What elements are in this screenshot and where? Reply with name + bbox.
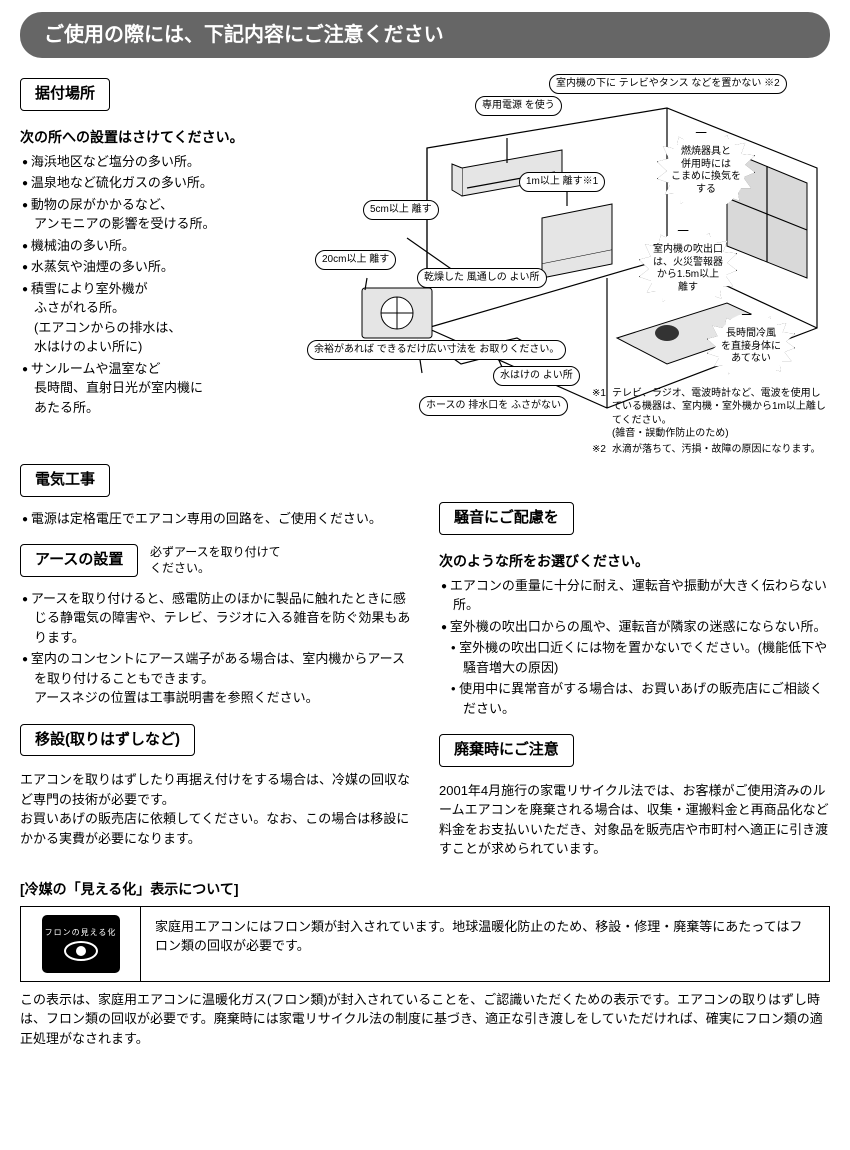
noise-list: エアコンの重量に十分に耐え、運転音や振動が大きく伝わらない所。 室外機の吹出口か… [439,576,830,637]
left-column: 電気工事 電源は定格電圧でエアコン専用の回路を、ご使用ください。 アースの設置 … [20,464,411,863]
list-item: 海浜地区など塩分の多い所。 [22,152,295,172]
freon-box: フロンの見える化 家庭用エアコンにはフロン類が封入されています。地球温暖化防止の… [20,906,830,982]
freon-icon-cell: フロンの見える化 [21,907,141,981]
earth-side-note: 必ずアースを取り付けて ください。 [150,545,281,576]
page-banner: ご使用の際には、下記内容にご注意ください [20,12,830,58]
list-item: 電源は定格電圧でエアコン専用の回路を、ご使用ください。 [22,509,411,529]
elec-list: 電源は定格電圧でエアコン専用の回路を、ご使用ください。 [20,509,411,529]
room-illustration: 専用電源 を使う 室内機の下に テレビやタンス などを置かない ※2 5cm以上… [307,78,830,458]
lower-columns: 電気工事 電源は定格電圧でエアコン専用の回路を、ご使用ください。 アースの設置 … [20,464,830,863]
callout-5cm: 5cm以上 離す [363,200,439,220]
callout-dry: 乾燥した 風通しの よい所 [417,268,547,288]
callout-power: 専用電源 を使う [475,96,562,116]
earth-heading: アースの設置 [20,544,138,577]
illustration-legend: ※1テレビ、ラジオ、電波時計など、電波を使用している機器は、室内機・室外機から1… [590,385,830,459]
right-column: 騒音にご配慮を 次のような所をお選びください。 エアコンの重量に十分に耐え、運転… [439,464,830,863]
freon-icon-label: フロンの見える化 [45,927,117,939]
list-item: 動物の尿がかかるなど、 アンモニアの影響を受ける所。 [22,195,295,234]
top-section: 据付場所 次の所への設置はさけてください。 海浜地区など塩分の多い所。 温泉地な… [20,78,830,458]
install-section: 据付場所 次の所への設置はさけてください。 海浜地区など塩分の多い所。 温泉地な… [20,78,295,458]
freon-below: この表示は、家庭用エアコンに温暖化ガス(フロン類)が封入されていることを、ご認識… [20,990,830,1049]
list-item: 室内のコンセントにアース端子がある場合は、室内機からアースを取り付けることもでき… [22,649,411,708]
freon-visibility-icon: フロンの見える化 [42,915,120,973]
noise-lead: 次のような所をお選びください。 [439,551,830,572]
callout-under-unit: 室内機の下に テレビやタンス などを置かない ※2 [549,74,787,94]
list-item: 室外機の吹出口からの風や、運転音が隣家の迷惑にならない所。 [441,617,830,637]
list-item: 水蒸気や油煙の多い所。 [22,257,295,277]
elec-heading: 電気工事 [20,464,110,497]
list-item: サンルームや温室など 長時間、直射日光が室内機に あたる所。 [22,359,295,418]
noise-heading: 騒音にご配慮を [439,502,574,535]
freon-box-text: 家庭用エアコンにはフロン類が封入されています。地球温暖化防止のため、移設・修理・… [141,907,829,981]
relocate-body: エアコンを取りはずしたり再据え付けをする場合は、冷媒の回収など専門の技術が必要で… [20,770,411,848]
list-item: アースを取り付けると、感電防止のほかに製品に触れたときに感じる静電気の障害や、テ… [22,589,411,648]
callout-drain: 水はけの よい所 [493,366,580,386]
install-lead: 次の所への設置はさけてください。 [20,127,295,148]
list-item: エアコンの重量に十分に耐え、運転音や振動が大きく伝わらない所。 [441,576,830,615]
relocate-heading: 移設(取りはずしなど) [20,724,195,757]
freon-heading: [冷媒の「見える化」表示について] [20,879,830,900]
burst-ventilate: 燃焼器具と 併用時には こまめに換気を する [657,132,755,210]
list-item: 室外機の吹出口近くには物を置かないでください。(機能低下や騒音増大の原因) [451,638,830,677]
list-item: 使用中に異常音がする場合は、お買いあげの販売店にご相談ください。 [451,679,830,718]
burst-cold-air: 長時間冷風 を直接身体に あてない [707,314,795,380]
noise-sublist: 室外機の吹出口近くには物を置かないでください。(機能低下や騒音増大の原因) 使用… [439,638,830,718]
disposal-heading: 廃棄時にご注意 [439,734,574,767]
list-item: 温泉地など硫化ガスの多い所。 [22,173,295,193]
callout-1m: 1m以上 離す※1 [519,172,605,192]
disposal-body: 2001年4月施行の家電リサイクル法では、お客様がご使用済みのルームエアコンを廃… [439,781,830,859]
install-list: 海浜地区など塩分の多い所。 温泉地など硫化ガスの多い所。 動物の尿がかかるなど、… [20,152,295,418]
install-heading: 据付場所 [20,78,110,111]
callout-space: 余裕があれば できるだけ広い寸法を お取りください。 [307,340,566,360]
list-item: 積雪により室外機が ふさがれる所。 (エアコンからの排水は、 水はけのよい所に) [22,279,295,357]
callout-hose: ホースの 排水口を ふさがない [419,396,568,416]
earth-list: アースを取り付けると、感電防止のほかに製品に触れたときに感じる静電気の障害や、テ… [20,589,411,708]
callout-20cm: 20cm以上 離す [315,250,396,270]
list-item: 機械油の多い所。 [22,236,295,256]
illustration-area: 専用電源 を使う 室内機の下に テレビやタンス などを置かない ※2 5cm以上… [307,78,830,458]
eye-icon [64,941,98,961]
burst-fire-alarm: 室内機の吹出口 は、火災警報器 から1.5m以上 離す [639,230,737,308]
